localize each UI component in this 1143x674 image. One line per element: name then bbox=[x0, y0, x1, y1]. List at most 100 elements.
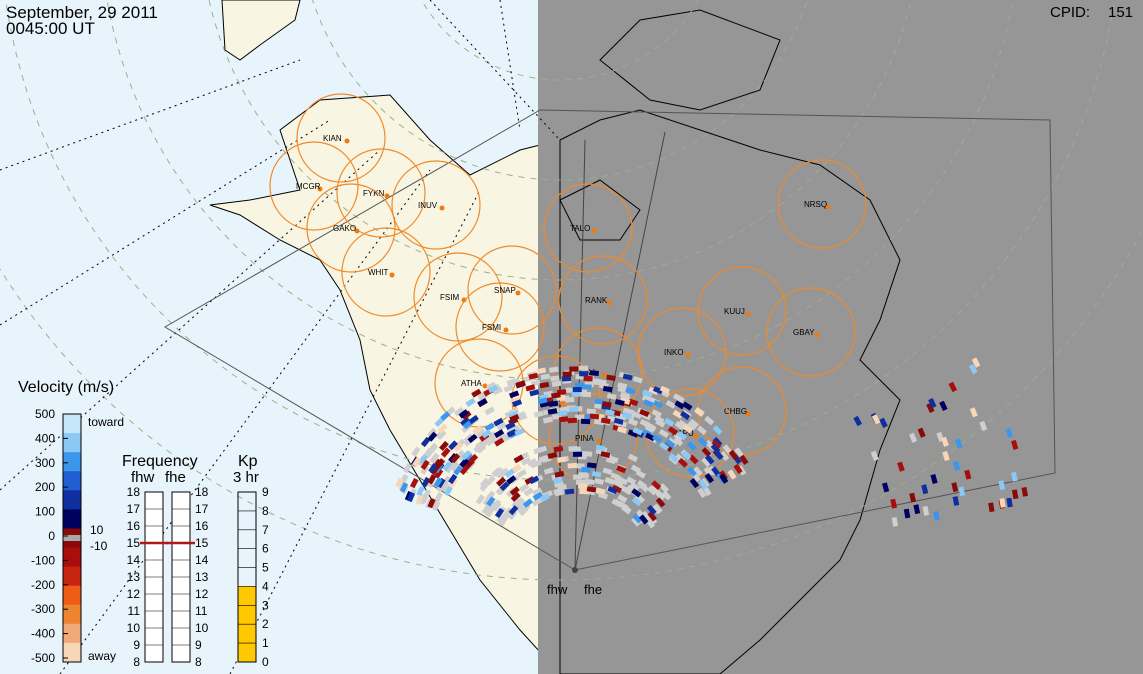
velocity-cell bbox=[928, 397, 937, 409]
ground-scatter-cell bbox=[403, 463, 412, 474]
station-label: GAKO bbox=[333, 224, 356, 233]
station-label: INKO bbox=[664, 348, 684, 357]
velocity-cell bbox=[616, 426, 628, 434]
velocity-cell bbox=[499, 481, 510, 492]
velocity-cell bbox=[999, 498, 1006, 508]
velocity-cell bbox=[434, 468, 444, 479]
velocity-cell bbox=[525, 384, 536, 392]
ground-scatter-cell bbox=[639, 418, 650, 428]
ground-scatter-cell bbox=[537, 445, 548, 454]
station-marker bbox=[515, 290, 521, 296]
velocity-away-label: away bbox=[88, 649, 116, 663]
velocity-cell bbox=[511, 399, 523, 408]
kp-tick-label: 5 bbox=[262, 561, 269, 575]
velocity-cell bbox=[676, 430, 687, 441]
velocity-colorbar bbox=[63, 414, 81, 663]
ground-scatter-cell bbox=[475, 494, 485, 505]
velocity-cell bbox=[668, 453, 679, 463]
frequency-tick-label-b: 8 bbox=[195, 655, 202, 669]
ground-scatter-cell bbox=[688, 418, 700, 429]
station-marker bbox=[685, 352, 691, 358]
velocity-cell bbox=[652, 434, 663, 444]
ground-scatter-cell bbox=[594, 478, 604, 485]
velocity-cell bbox=[529, 475, 540, 485]
ground-scatter-cell bbox=[473, 443, 484, 453]
kp-ticks: 9 8 7 6 5 4 3 2 1 0 bbox=[238, 485, 269, 669]
velocity-cell bbox=[712, 436, 723, 447]
velocity-cell bbox=[509, 486, 520, 496]
velocity-color-segment bbox=[63, 585, 81, 606]
velocity-cell bbox=[506, 475, 517, 485]
velocity-cell bbox=[459, 457, 470, 468]
ground-scatter-cell bbox=[611, 498, 622, 508]
velocity-cell bbox=[539, 493, 550, 502]
velocity-cell bbox=[529, 389, 540, 397]
velocity-cell bbox=[567, 417, 578, 424]
velocity-cell bbox=[719, 473, 729, 484]
velocity-cell bbox=[508, 505, 519, 516]
velocity-cell bbox=[616, 465, 627, 474]
ground-scatter-cell bbox=[579, 365, 589, 371]
night-landmass bbox=[559, 9, 901, 674]
velocity-cell bbox=[694, 407, 705, 418]
frequency-tick-label-a: 15 bbox=[127, 536, 141, 550]
velocity-threshold-pos: 10 bbox=[90, 523, 104, 537]
frequency-tick-label-b: 15 bbox=[195, 536, 209, 550]
velocity-cell bbox=[682, 401, 693, 411]
velocity-cell bbox=[611, 484, 622, 494]
velocity-cell bbox=[951, 482, 959, 493]
ground-scatter-cell bbox=[492, 386, 503, 396]
station-marker bbox=[745, 311, 751, 317]
velocity-cell bbox=[477, 398, 488, 407]
velocity-cell bbox=[665, 439, 676, 449]
velocity-cell bbox=[727, 469, 737, 480]
velocity-cell bbox=[504, 468, 515, 478]
velocity-cell bbox=[607, 486, 618, 495]
velocity-cell bbox=[733, 463, 743, 474]
velocity-threshold-neg: -10 bbox=[90, 539, 108, 553]
velocity-cell bbox=[536, 367, 547, 375]
ground-scatter-cell bbox=[553, 487, 564, 495]
ground-scatter-cell bbox=[617, 476, 629, 486]
ground-scatter-cell bbox=[450, 462, 461, 473]
frequency-tick-label-b: 11 bbox=[195, 604, 208, 618]
ground-scatter-cell bbox=[646, 485, 658, 496]
station-label: SNAP bbox=[494, 286, 516, 295]
velocity-cell bbox=[514, 428, 525, 437]
velocity-cell bbox=[509, 390, 520, 399]
velocity-cell bbox=[537, 397, 548, 405]
velocity-cell bbox=[728, 449, 739, 460]
station-range-circle bbox=[697, 266, 787, 356]
velocity-cell bbox=[651, 480, 662, 491]
station-range-circle bbox=[455, 282, 545, 372]
station-range-circle bbox=[296, 93, 386, 183]
station-marker bbox=[461, 297, 467, 303]
velocity-tick-label: 400 bbox=[35, 431, 55, 445]
velocity-cell bbox=[467, 433, 478, 444]
velocity-cell bbox=[547, 408, 558, 415]
velocity-cell bbox=[407, 491, 416, 503]
beam-line-fhe bbox=[574, 131, 666, 571]
velocity-cell bbox=[410, 477, 419, 489]
velocity-cell bbox=[468, 414, 479, 425]
station-range-circle bbox=[306, 183, 396, 273]
velocity-cell bbox=[971, 357, 981, 368]
velocity-tick-label: 500 bbox=[35, 407, 55, 421]
velocity-cell bbox=[591, 471, 602, 478]
velocity-cell bbox=[582, 384, 592, 390]
velocity-cell bbox=[614, 399, 625, 406]
frequency-tick-label-b: 12 bbox=[195, 587, 209, 601]
frequency-tick-label-a: 17 bbox=[127, 502, 141, 516]
kp-tick-label: 1 bbox=[262, 636, 269, 650]
velocity-cell bbox=[647, 511, 657, 522]
velocity-cell bbox=[421, 476, 431, 488]
velocity-cell bbox=[881, 482, 890, 493]
velocity-cell bbox=[553, 477, 563, 485]
velocity-colorbar-frame bbox=[62, 413, 82, 663]
ground-scatter-cell bbox=[674, 394, 685, 404]
ground-scatter-cell bbox=[485, 475, 496, 486]
velocity-cell bbox=[548, 400, 559, 407]
velocity-cell bbox=[952, 496, 960, 506]
velocity-cell bbox=[704, 472, 714, 484]
station-marker bbox=[596, 438, 602, 444]
